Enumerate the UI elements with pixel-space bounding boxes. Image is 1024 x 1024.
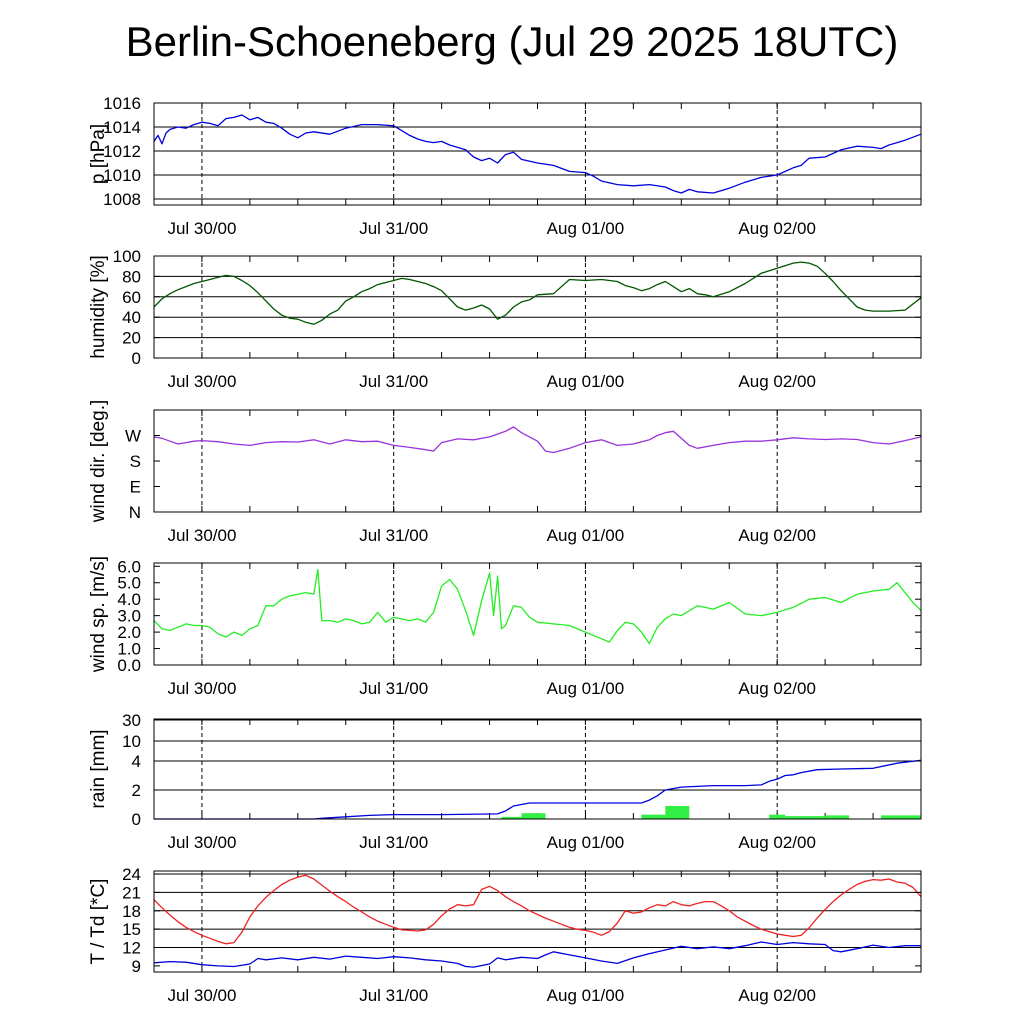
panel-pressure: 1008 1010 1012 1014 1016 p [hPa] Jul 30/00 Jul … <box>88 94 922 238</box>
chart-title: Berlin-Schoeneberg (Jul 29 2025 18UTC) <box>125 18 899 65</box>
y-tick-label-humidity: 20 <box>122 329 141 348</box>
y-tick-label-temperature: 24 <box>122 865 141 884</box>
series-line-humidity-0 <box>153 261 922 325</box>
y-tick-label-rain: 0 <box>132 810 141 829</box>
y-tick-label-humidity: 0 <box>132 349 141 368</box>
y-tick-label-temperature: 18 <box>122 902 141 921</box>
y-axis-label-wind_speed: wind sp. [m/s] <box>88 556 109 673</box>
series-line-wind_direction-0 <box>153 426 922 454</box>
rain-bar <box>665 805 690 819</box>
rain-bar <box>769 814 786 819</box>
y-axis-label-pressure: p [hPa] <box>88 124 109 184</box>
y-tick-label-rain: 4 <box>132 752 141 771</box>
x-date-label-temperature: Jul 31/00 <box>359 986 428 1005</box>
y-tick-label-wind_direction: S <box>130 452 141 471</box>
y-tick-label-pressure: 1008 <box>103 190 141 209</box>
y-tick-label-humidity: 40 <box>122 308 141 327</box>
x-date-label-pressure: Jul 31/00 <box>359 219 428 238</box>
y-tick-label-wind_speed: 4.0 <box>117 590 141 609</box>
y-tick-label-wind_speed: 5.0 <box>117 574 141 593</box>
y-tick-label-pressure: 1014 <box>103 118 141 137</box>
rain-bar <box>501 816 522 819</box>
y-axis-label-humidity: humidity [%] <box>88 255 109 358</box>
x-date-label-temperature: Aug 01/00 <box>547 986 625 1005</box>
x-date-label-rain: Aug 02/00 <box>738 833 816 852</box>
y-tick-label-pressure: 1016 <box>103 94 141 113</box>
rain-bar <box>785 816 802 819</box>
x-date-label-temperature: Jul 30/00 <box>167 986 236 1005</box>
x-date-label-humidity: Jul 30/00 <box>167 372 236 391</box>
x-date-label-wind_speed: Aug 02/00 <box>738 679 816 698</box>
x-date-label-humidity: Aug 02/00 <box>738 372 816 391</box>
rain-bar <box>641 814 666 819</box>
x-date-label-wind_speed: Aug 01/00 <box>547 679 625 698</box>
y-tick-label-temperature: 21 <box>122 883 141 902</box>
x-date-label-pressure: Jul 30/00 <box>167 219 236 238</box>
x-date-label-pressure: Aug 02/00 <box>738 219 816 238</box>
y-tick-label-temperature: 9 <box>132 957 141 976</box>
y-tick-label-humidity: 100 <box>113 247 141 266</box>
series-line-rain-0 <box>154 759 922 820</box>
rain-bar <box>801 816 826 819</box>
series-line-temperature-1 <box>153 941 921 968</box>
y-tick-label-pressure: 1010 <box>103 166 141 185</box>
y-tick-label-temperature: 15 <box>122 920 141 939</box>
y-tick-label-wind_direction: W <box>125 427 141 446</box>
y-axis-label-rain: rain [mm] <box>88 729 109 808</box>
y-tick-label-wind_speed: 1.0 <box>117 640 141 659</box>
series-line-wind_speed-0 <box>153 568 922 645</box>
y-tick-label-temperature: 12 <box>122 939 141 958</box>
x-date-label-humidity: Aug 01/00 <box>547 372 625 391</box>
y-tick-label-wind_speed: 2.0 <box>117 623 141 642</box>
y-tick-label-wind_direction: N <box>129 503 141 522</box>
y-axis-label-wind_direction: wind dir. [deg.] <box>88 400 109 524</box>
x-date-label-wind_direction: Jul 30/00 <box>167 526 236 545</box>
x-date-label-pressure: Aug 01/00 <box>547 219 625 238</box>
y-tick-label-wind_speed: 3.0 <box>117 607 141 626</box>
y-tick-label-pressure: 1012 <box>103 142 141 161</box>
y-tick-label-rain: 2 <box>132 781 141 800</box>
plot-frame-wind_direction <box>153 409 922 513</box>
y-axis-label-temperature: T / Td [*C] <box>88 879 109 965</box>
y-tick-label-wind_speed: 6.0 <box>117 557 141 576</box>
x-date-label-wind_direction: Aug 02/00 <box>738 526 816 545</box>
plot-frame-rain <box>153 718 922 820</box>
x-date-label-rain: Jul 31/00 <box>359 833 428 852</box>
y-tick-label-humidity: 80 <box>122 267 141 286</box>
x-date-label-wind_direction: Aug 01/00 <box>547 526 625 545</box>
y-tick-label-wind_speed: 0.0 <box>117 656 141 675</box>
x-date-label-rain: Aug 01/00 <box>547 833 625 852</box>
rain-bar <box>521 813 546 819</box>
y-tick-label-rain: 30 <box>122 711 141 730</box>
x-date-label-rain: Jul 30/00 <box>167 833 236 852</box>
plot-frame-humidity <box>153 255 922 359</box>
x-date-label-wind_speed: Jul 31/00 <box>359 679 428 698</box>
panel-wind_speed: 0.01.02.03.04.05.06.0 wind sp. [m/s] Jul 3… <box>88 556 922 698</box>
y-tick-label-wind_direction: E <box>130 478 141 497</box>
series-line-temperature-0 <box>153 874 922 945</box>
x-date-label-temperature: Aug 02/00 <box>738 986 816 1005</box>
plot-frame-temperature <box>153 870 922 973</box>
plot-frame-wind_speed <box>153 562 922 666</box>
x-date-label-humidity: Jul 31/00 <box>359 372 428 391</box>
rain-bar <box>881 815 921 819</box>
x-date-label-wind_speed: Jul 30/00 <box>167 679 236 698</box>
y-tick-label-rain: 10 <box>122 732 141 751</box>
series-line-pressure-0 <box>153 114 922 194</box>
panel-rain: 0 2 410 30 rain [mm] Jul 30/00 Jul 31/00 Aug 01… <box>88 711 922 852</box>
rain-bar <box>825 815 850 819</box>
y-tick-label-humidity: 60 <box>122 288 141 307</box>
plot-frame-pressure <box>153 102 922 206</box>
x-date-label-wind_direction: Jul 31/00 <box>359 526 428 545</box>
